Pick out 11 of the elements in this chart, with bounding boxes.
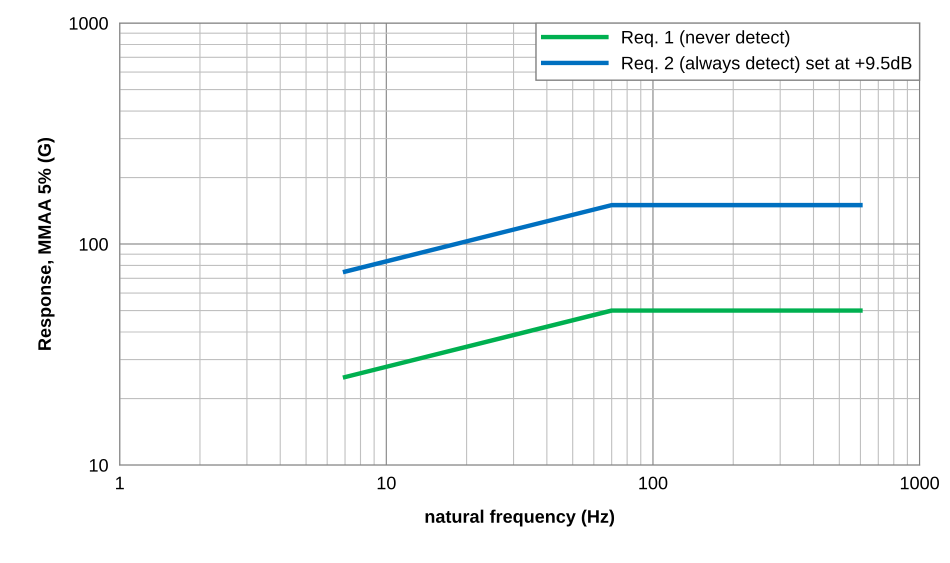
y-axis-title: Response, MMAA 5% (G) — [38, 138, 55, 350]
legend-label: Req. 2 (always detect) set at +9.5dB — [622, 56, 912, 73]
x-tick-label: 10 — [378, 476, 396, 490]
y-tick-label: 1000 — [70, 17, 108, 30]
y-tick-label: 100 — [80, 238, 108, 251]
x-tick-label: 1 — [116, 476, 124, 490]
legend-label: Req. 1 (never detect) — [622, 30, 790, 48]
x-tick-label: 1000 — [900, 476, 939, 490]
y-tick-label: 10 — [90, 458, 108, 472]
x-axis-title: natural frequency (Hz) — [426, 510, 614, 526]
x-tick-label: 100 — [639, 476, 668, 490]
